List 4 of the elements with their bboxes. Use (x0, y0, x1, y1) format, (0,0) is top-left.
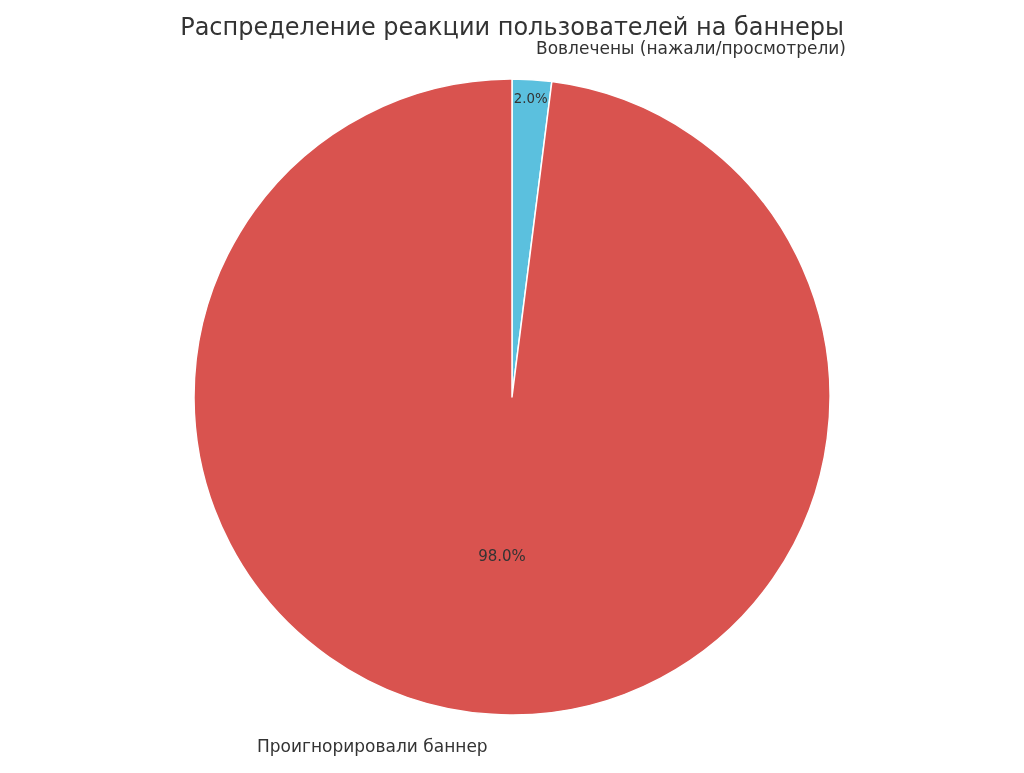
data-label: 98.0% (478, 546, 526, 565)
pie-slice (193, 78, 831, 716)
data-label: 2.0% (513, 90, 548, 106)
slice-label: Проигнорировали баннер (257, 736, 488, 756)
